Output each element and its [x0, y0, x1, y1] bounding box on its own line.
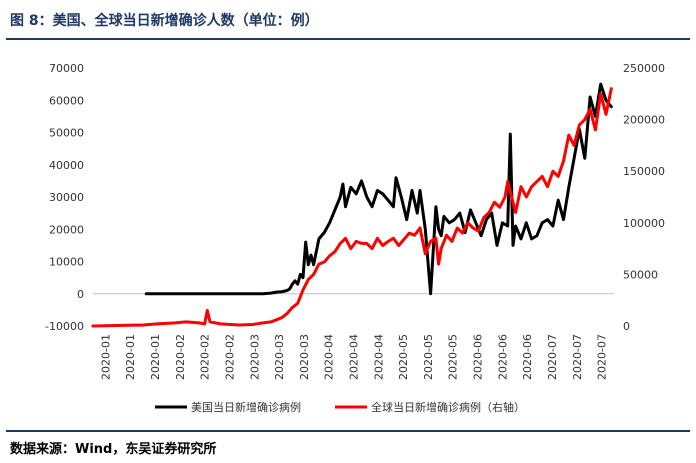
x-tick-label: 2020-06 [472, 334, 485, 380]
x-tick-label: 2020-07 [571, 334, 584, 380]
source-divider [6, 430, 690, 432]
y-left-tick-label: 20000 [49, 223, 84, 236]
global-daily-cases-line [91, 87, 613, 328]
x-tick-label: 2020-05 [422, 334, 435, 380]
legend-us-label: 美国当日新增确诊病例 [191, 400, 301, 414]
y-left-tick-label: 0 [77, 288, 84, 301]
figure-title: 图 8：美国、全球当日新增确诊人数（单位：例） [10, 13, 319, 29]
x-tick-label: 2020-05 [397, 334, 410, 380]
x-tick-label: 2020-04 [323, 334, 336, 380]
legend-global-label: 全球当日新增确诊病例（右轴） [371, 400, 525, 414]
x-tick-label: 2020-07 [546, 334, 559, 380]
x-tick-label: 2020-05 [447, 334, 460, 380]
y-right-tick-label: 250000 [623, 62, 665, 75]
y-right-tick-label: 0 [623, 320, 630, 333]
y-left-tick-label: 10000 [49, 256, 84, 269]
y-right-tick-label: 150000 [623, 165, 665, 178]
us-daily-cases-line [144, 82, 613, 296]
y-left-tick-label: -10000 [45, 320, 84, 333]
figure-source: 数据来源：Wind，东吴证券研究所 [10, 442, 217, 457]
legend: 美国当日新增确诊病例 全球当日新增确诊病例（右轴） [155, 400, 525, 414]
y-left-tick-label: 60000 [49, 94, 84, 107]
x-tick-label: 2020-06 [521, 334, 534, 380]
x-tick-label: 2020-01 [99, 334, 112, 380]
x-tick-label: 2020-03 [248, 334, 261, 380]
x-tick-label: 2020-01 [124, 334, 137, 380]
y-right-tick-label: 50000 [623, 268, 658, 281]
x-tick-label: 2020-02 [174, 334, 187, 380]
x-tick-label: 2020-06 [496, 334, 509, 380]
x-tick-label: 2020-02 [223, 334, 236, 380]
line-chart: -10000 0 10000 20000 30000 40000 50000 60000 700… [45, 62, 665, 414]
x-tick-label: 2020-02 [199, 334, 212, 380]
y-right-tick-label: 100000 [623, 217, 665, 230]
x-tick-label: 2020-07 [596, 334, 609, 380]
x-tick-label: 2020-03 [298, 334, 311, 380]
axes: -10000 0 10000 20000 30000 40000 50000 60000 700… [45, 62, 665, 380]
series-lines [91, 82, 613, 328]
x-tick-label: 2020-04 [348, 334, 361, 380]
x-tick-label: 2020-04 [372, 334, 385, 380]
x-tick-label: 2020-01 [149, 334, 162, 380]
y-left-tick-label: 40000 [49, 159, 84, 172]
y-left-tick-label: 70000 [49, 62, 84, 75]
title-divider [6, 38, 690, 40]
y-left-tick-label: 30000 [49, 191, 84, 204]
y-right-tick-label: 200000 [623, 114, 665, 127]
y-left-tick-label: 50000 [49, 127, 84, 140]
x-tick-label: 2020-03 [273, 334, 286, 380]
